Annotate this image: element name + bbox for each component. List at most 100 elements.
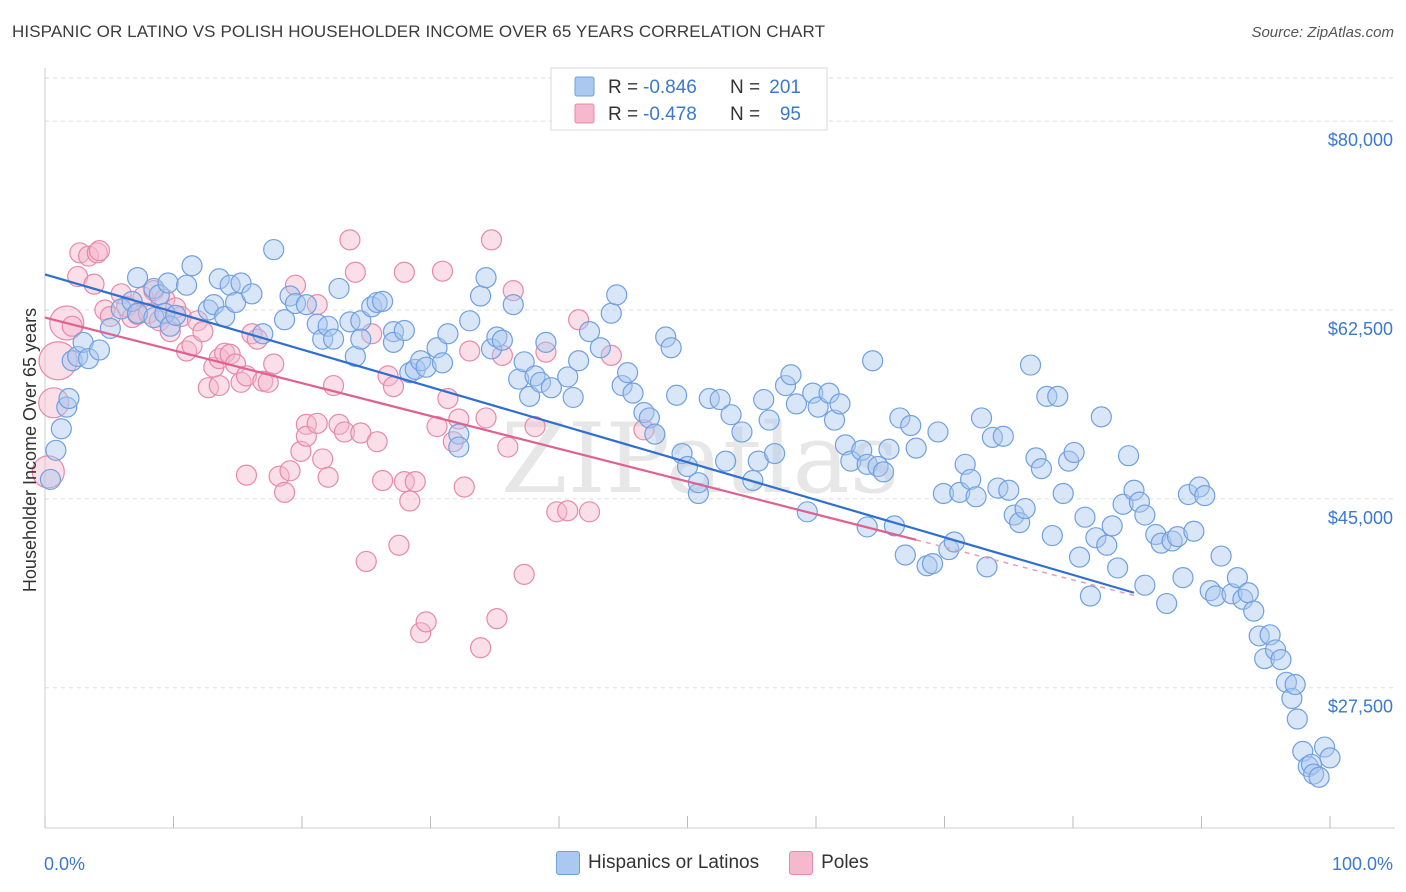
point-hispanics [1047,385,1069,407]
point-hispanics [932,482,955,505]
point-hispanics [1009,512,1031,534]
point-hispanics [208,268,230,290]
point-hispanics [279,285,301,307]
point-hispanics [1297,755,1319,778]
point-hispanics [617,362,639,384]
legend-top-n-value: 201 [769,77,801,98]
point-poles [382,376,405,398]
point-hispanics [535,331,557,353]
point-hispanics [1194,485,1216,507]
legend-top-n-value: 95 [780,104,801,125]
point-hispanics [568,350,590,372]
point-poles [404,470,426,493]
point-hispanics [1254,647,1276,670]
point-hispanics [851,439,873,461]
point-poles [273,481,296,503]
legend-top-r-value: -0.846 [643,77,697,98]
x-tick-label-max: 100.0% [1332,854,1393,874]
point-poles [399,490,421,512]
point-hispanics [1210,545,1232,567]
point-hispanics [88,339,111,361]
point-hispanics [344,345,366,368]
point-hispanics [126,302,149,324]
y-tick-labels: $27,500 $45,000 $62,500 $80,000 [1328,130,1393,717]
point-hispanics [469,285,492,307]
point-hispanics [350,310,372,332]
y-tick-label: $27,500 [1328,697,1393,717]
point-hispanics [241,283,263,305]
point-hispanics [1205,585,1227,607]
point-hispanics [480,338,503,360]
point-hispanics [1237,582,1259,604]
point-poles [192,320,214,343]
point-hispanics [715,450,737,472]
point-hispanics [143,306,165,329]
legend-top-swatch [574,76,595,97]
point-poles [546,501,568,523]
point-hispanics [1052,482,1074,505]
point-hispanics [1134,504,1156,526]
y-tick-label: $80,000 [1328,130,1393,150]
point-hispanics [1123,479,1145,501]
trend-lines [44,273,1135,597]
point-hispanics [317,315,339,337]
point-poles [371,469,394,492]
point-poles [497,436,519,458]
point-hispanics [1107,557,1129,579]
point-hispanics [1226,567,1249,589]
point-hispanics [731,421,753,443]
point-hispanics [45,439,67,461]
point-hispanics [110,298,132,320]
point-poles [350,422,372,444]
point-hispanics [1074,506,1096,528]
point-hispanics [1243,600,1265,622]
point-hispanics [965,486,987,508]
point-hispanics [263,238,285,261]
data-points [31,229,1341,788]
point-hispanics [829,393,851,415]
point-hispanics [175,274,198,296]
point-hispanics [56,396,78,418]
point-hispanics [203,294,225,316]
point-hispanics [622,382,644,404]
y-tick-label: $62,500 [1328,319,1393,339]
point-hispanics [1025,447,1047,469]
point-poles [480,229,503,251]
point-hispanics [508,368,530,390]
point-hispanics [415,356,437,378]
point-poles [578,501,601,523]
point-hispanics [77,347,100,370]
point-poles [431,260,454,282]
legend-swatch-hispanics [556,851,580,875]
point-hispanics [1128,491,1151,513]
point-hispanics [1319,747,1341,769]
point-hispanics [872,461,895,483]
point-poles [393,470,415,493]
point-hispanics [606,284,628,306]
point-hispanics [1313,736,1336,758]
point-hispanics [431,352,454,374]
point-hispanics [981,426,1004,448]
point-poles [317,466,339,488]
point-hispanics [960,468,982,491]
legend-top-r-value: -0.478 [643,104,697,125]
chart-title: HISPANIC OR LATINO VS POLISH HOUSEHOLDER… [12,22,826,41]
point-hispanics [224,291,247,314]
point-hispanics [1172,567,1194,589]
point-hispanics [1150,532,1172,554]
point-hispanics [818,382,840,404]
point-hispanics [157,272,179,294]
point-poles [475,407,497,429]
point-hispanics [382,331,405,353]
point-hispanics [1286,708,1308,730]
axes [44,68,1395,829]
point-hispanics [889,407,911,429]
point-hispanics [1036,385,1058,407]
point-hispanics [1270,649,1292,671]
point-poles [263,353,285,375]
point-hispanics [878,438,900,460]
legend-top-r-label: R = [608,104,638,125]
point-hispanics [666,384,688,406]
point-poles [568,309,590,331]
point-hispanics [1221,583,1243,605]
